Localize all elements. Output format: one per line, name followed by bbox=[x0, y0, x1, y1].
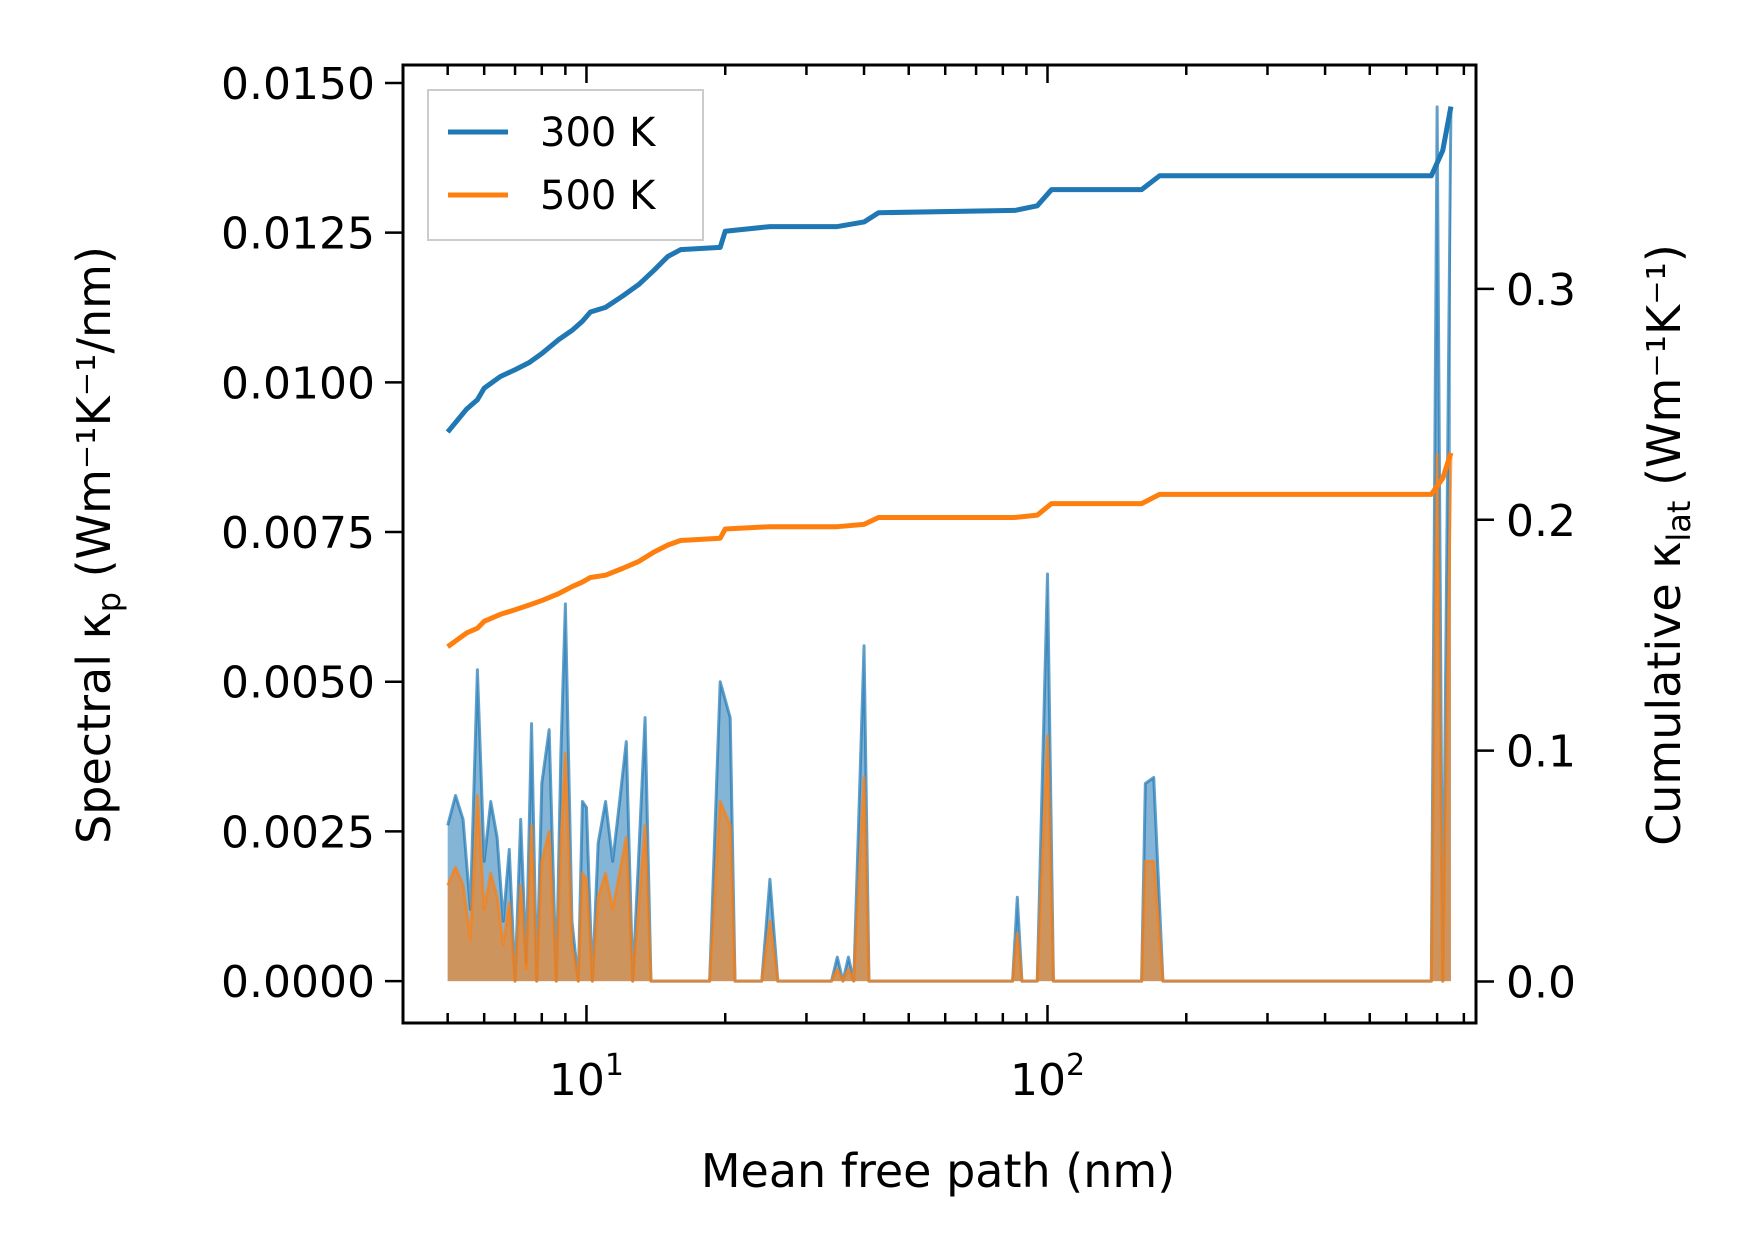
y-left-tick-label: 0.0025 bbox=[221, 807, 375, 858]
y-axis-label-left: Spectral κp (Wm⁻¹K⁻¹/nm) bbox=[67, 246, 128, 844]
y-axis-label-right-unit: (Wm⁻¹K⁻¹) bbox=[1637, 244, 1691, 500]
y-right-tick-label: 0.2 bbox=[1506, 496, 1576, 547]
y-axis-label-left-sub: p bbox=[90, 592, 128, 612]
plot-area bbox=[445, 105, 1454, 983]
legend: 300 K 500 K bbox=[427, 89, 704, 241]
y-left-tick-label: 0.0000 bbox=[221, 957, 375, 1008]
y-left-tick-label: 0.0050 bbox=[221, 658, 375, 709]
y-left-tick-label: 0.0125 bbox=[221, 209, 375, 260]
y-right-tick-label: 0.3 bbox=[1506, 265, 1576, 316]
y-axis-label-right-sub: lat bbox=[1660, 501, 1698, 542]
cumulative-line-300k bbox=[445, 106, 1454, 434]
y-right-tick-label: 0.0 bbox=[1506, 957, 1576, 1008]
x-tick-label: 102 bbox=[1010, 1048, 1085, 1106]
plot-series-group bbox=[445, 105, 1454, 983]
x-tick-base: 10 bbox=[549, 1055, 605, 1106]
x-axis-label: Mean free path (nm) bbox=[701, 1144, 1175, 1198]
y-axis-label-left-unit: (Wm⁻¹K⁻¹/nm) bbox=[67, 246, 121, 592]
y-axis-label-right: Cumulative κlat (Wm⁻¹K⁻¹) bbox=[1637, 244, 1698, 846]
spectral-line-500k bbox=[446, 452, 1453, 983]
x-tick-base: 10 bbox=[1010, 1055, 1066, 1106]
y-right-tick-label: 0.1 bbox=[1506, 727, 1576, 778]
legend-label: 300 K bbox=[540, 110, 657, 156]
y-left-tick-label: 0.0100 bbox=[221, 358, 375, 409]
axes: 101 1020.00000.00250.00500.00750.01000.01… bbox=[221, 59, 1576, 1106]
x-tick-label: 101 bbox=[549, 1048, 624, 1106]
y-axis-label-right-text: Cumulative κ bbox=[1637, 542, 1691, 846]
y-left-tick-label: 0.0075 bbox=[221, 508, 375, 559]
plot-frame bbox=[401, 63, 1478, 1025]
cumulative-line-500k bbox=[446, 452, 1454, 649]
legend-label: 500 K bbox=[540, 173, 657, 219]
spectral-fill-500k bbox=[447, 454, 1451, 982]
y-axis-label-left-text: Spectral κ bbox=[67, 612, 121, 844]
x-tick-exponent: 2 bbox=[1066, 1048, 1085, 1083]
x-tick-exponent: 1 bbox=[605, 1048, 624, 1083]
legend-box bbox=[427, 89, 704, 241]
y-left-tick-label: 0.0150 bbox=[221, 59, 375, 110]
